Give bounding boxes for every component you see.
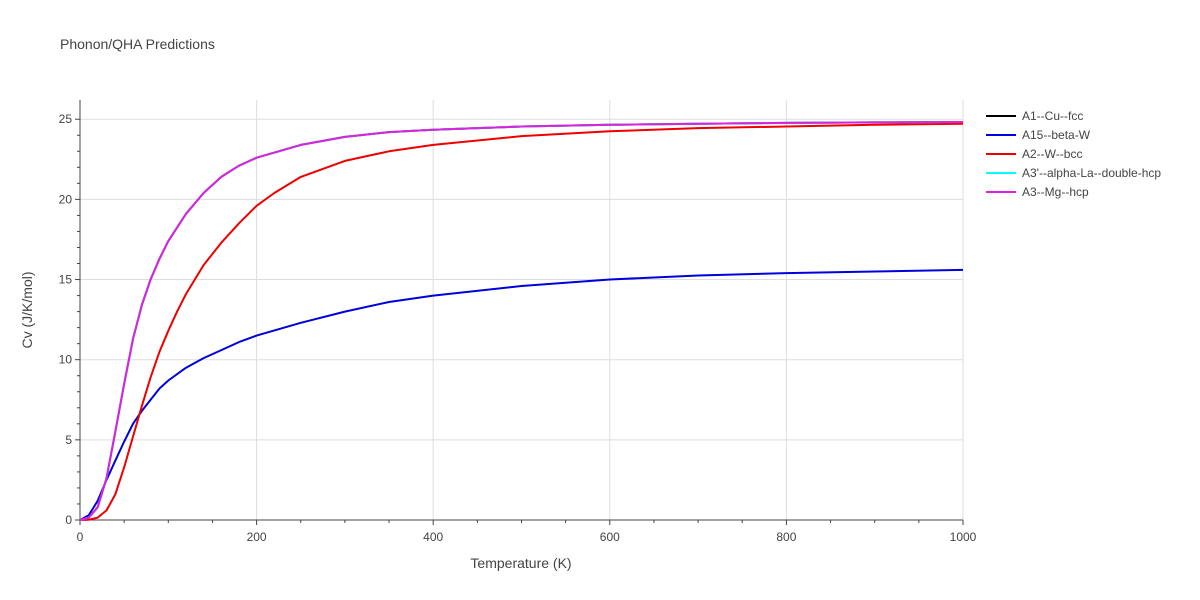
series-line[interactable]	[79, 121, 964, 521]
legend-swatch	[986, 171, 1016, 174]
series-line[interactable]	[79, 121, 964, 521]
legend-swatch	[986, 190, 1016, 193]
legend-swatch	[986, 114, 1016, 117]
chart-title: Phonon/QHA Predictions	[60, 36, 215, 52]
x-axis-label: Temperature (K)	[470, 555, 571, 571]
y-tick-label: 15	[59, 273, 73, 287]
legend: A1--Cu--fcc A15--beta-W A2--W--bcc A3'--alp…	[986, 106, 1161, 201]
grid-lines	[80, 100, 964, 520]
x-tick-label: 200	[247, 530, 267, 544]
y-axis-label: Cv (J/K/mol)	[19, 272, 35, 349]
x-tick-label: 600	[600, 530, 620, 544]
legend-label: A3--Mg--hcp	[1022, 184, 1089, 199]
tick-labels: 0 200 400 600 800 1000 0 5 10 15 20 25	[59, 112, 977, 544]
legend-item[interactable]: A3--Mg--hcp	[986, 182, 1161, 201]
legend-label: A2--W--bcc	[1022, 146, 1083, 161]
legend-item[interactable]: A3'--alpha-La--double-hcp	[986, 163, 1161, 182]
legend-label: A3'--alpha-La--double-hcp	[1022, 165, 1162, 180]
series-lines[interactable]	[79, 121, 964, 521]
series-line[interactable]	[79, 122, 964, 521]
y-tick-label: 10	[59, 353, 73, 367]
series-line[interactable]	[79, 121, 964, 521]
x-tick-label: 800	[776, 530, 796, 544]
x-tick-label: 0	[77, 530, 84, 544]
series-line[interactable]	[79, 268, 964, 521]
legend-item[interactable]: A2--W--bcc	[986, 144, 1161, 163]
legend-item[interactable]: A1--Cu--fcc	[986, 106, 1161, 125]
y-tick-label: 0	[65, 513, 72, 527]
legend-item[interactable]: A15--beta-W	[986, 125, 1161, 144]
legend-label: A1--Cu--fcc	[1022, 108, 1084, 123]
x-tick-label: 400	[423, 530, 443, 544]
axes	[75, 100, 964, 525]
y-tick-label: 25	[59, 112, 73, 126]
x-tick-label: 1000	[950, 530, 977, 544]
legend-swatch	[986, 133, 1016, 136]
legend-swatch	[986, 152, 1016, 155]
legend-label: A15--beta-W	[1022, 127, 1091, 142]
y-tick-label: 5	[65, 433, 72, 447]
y-tick-label: 20	[59, 192, 73, 206]
